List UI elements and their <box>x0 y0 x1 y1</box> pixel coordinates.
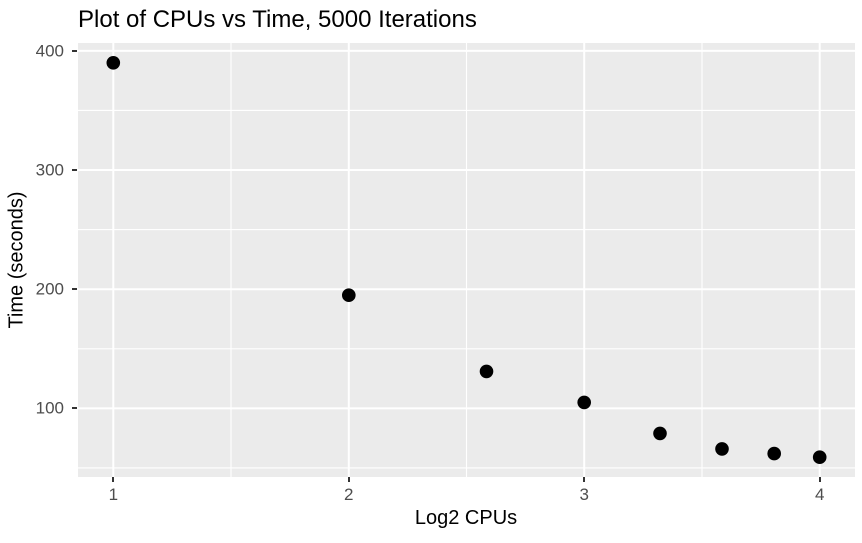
x-tick-label: 3 <box>579 485 589 504</box>
x-tick-label: 1 <box>108 485 119 504</box>
x-tick-mark <box>112 477 115 482</box>
x-tick-label: 4 <box>814 485 825 504</box>
data-point <box>479 364 494 379</box>
x-tick-mark <box>818 477 821 482</box>
y-tick-label: 400 <box>35 41 64 61</box>
y-tick-mark <box>72 49 77 52</box>
x-axis-title: Log2 CPUs <box>414 507 518 529</box>
y-tick-label: 300 <box>35 160 64 180</box>
scatter-plot-canvas <box>78 43 855 477</box>
y-tick-label: 200 <box>35 279 64 299</box>
data-point <box>812 450 827 465</box>
data-point <box>342 288 356 302</box>
x-tick-mark <box>347 477 350 482</box>
plot-panel <box>78 43 855 477</box>
data-point <box>715 442 729 456</box>
y-tick-mark <box>72 407 77 410</box>
y-tick-mark <box>72 288 77 291</box>
data-point <box>653 426 667 441</box>
y-axis-title: Time (seconds) <box>5 191 28 329</box>
x-tick-mark <box>583 477 586 482</box>
y-tick-label: 100 <box>35 398 64 418</box>
y-tick-mark <box>72 169 77 172</box>
data-point <box>767 446 781 461</box>
data-point <box>577 395 591 410</box>
chart-title: Plot of CPUs vs Time, 5000 Iterations <box>78 6 477 33</box>
x-tick-label: 2 <box>344 485 354 504</box>
data-point <box>106 56 121 70</box>
